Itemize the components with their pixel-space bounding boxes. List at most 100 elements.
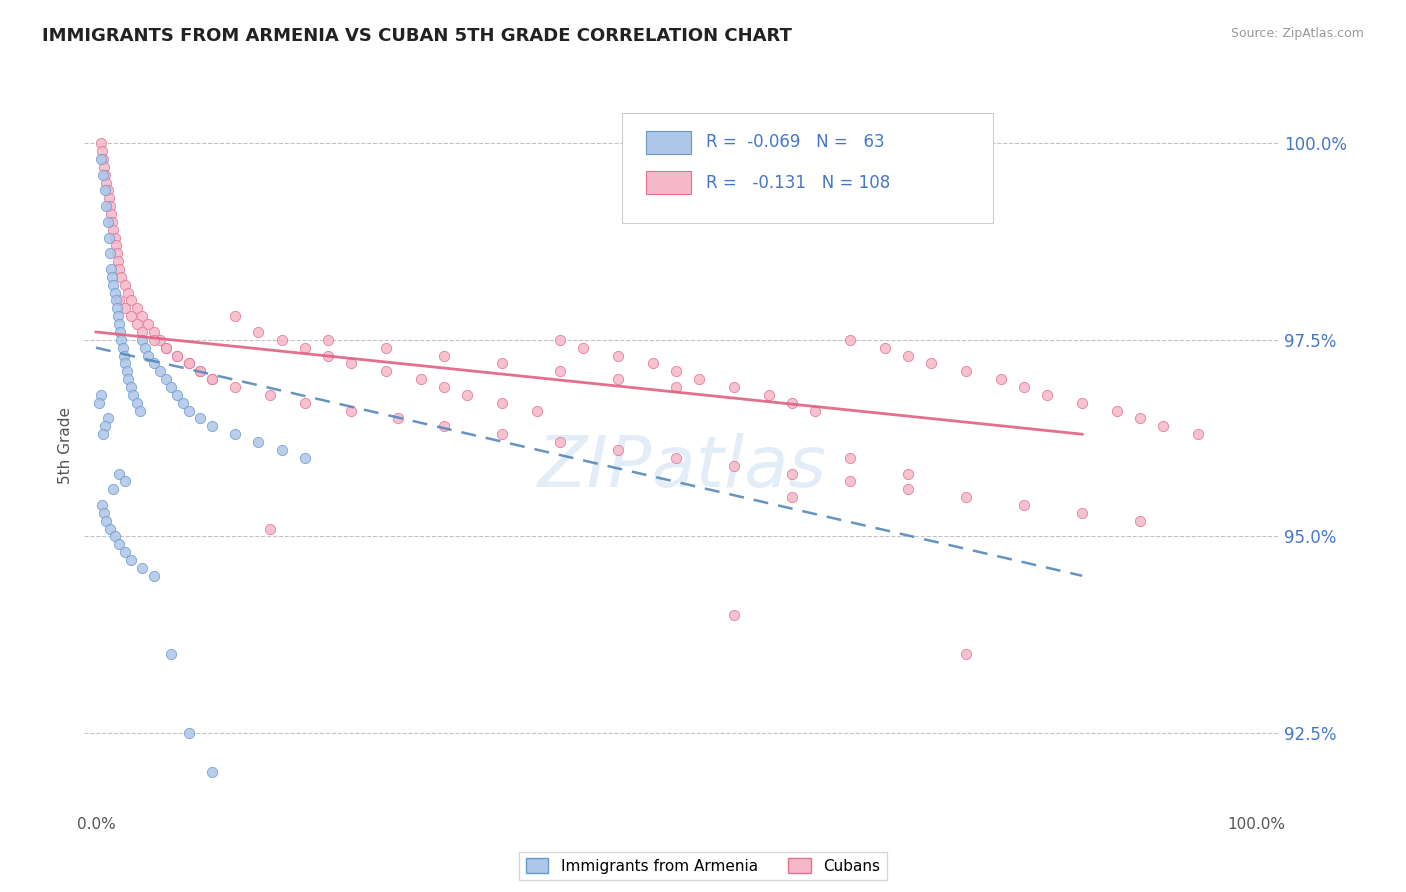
Point — [294, 450, 316, 465]
Point — [134, 341, 156, 355]
Text: R =  -0.069   N =   63: R = -0.069 N = 63 — [706, 134, 884, 152]
Point — [104, 293, 127, 308]
Point — [177, 356, 200, 370]
Point — [104, 238, 127, 252]
Point — [375, 341, 398, 355]
Point — [177, 356, 200, 370]
Point — [105, 246, 128, 260]
Point — [143, 356, 166, 370]
Point — [112, 349, 135, 363]
Point — [1105, 403, 1128, 417]
Point — [166, 349, 188, 363]
Point — [114, 475, 136, 489]
Point — [270, 442, 292, 457]
Point — [160, 648, 183, 662]
Point — [96, 176, 118, 190]
Point — [143, 333, 166, 347]
Point — [177, 403, 200, 417]
Point — [143, 325, 166, 339]
Point — [90, 136, 112, 151]
Point — [190, 411, 212, 425]
Legend: Immigrants from Armenia, Cubans: Immigrants from Armenia, Cubans — [519, 852, 887, 880]
Point — [955, 648, 977, 662]
Point — [247, 435, 270, 450]
Point — [177, 726, 200, 740]
Point — [224, 427, 246, 442]
Point — [107, 254, 129, 268]
Point — [270, 333, 292, 347]
Point — [572, 341, 595, 355]
Point — [120, 310, 142, 324]
Point — [955, 490, 977, 504]
Point — [224, 380, 246, 394]
Point — [780, 396, 803, 410]
Point — [108, 293, 131, 308]
Point — [110, 325, 132, 339]
Point — [839, 450, 862, 465]
Point — [340, 403, 363, 417]
Point — [131, 561, 153, 575]
Y-axis label: 5th Grade: 5th Grade — [58, 408, 73, 484]
Point — [1152, 419, 1174, 434]
Point — [90, 498, 112, 512]
Point — [804, 403, 827, 417]
Point — [190, 364, 212, 378]
Point — [990, 372, 1012, 386]
Point — [97, 191, 120, 205]
Point — [409, 372, 432, 386]
Point — [548, 435, 571, 450]
Point — [91, 427, 114, 442]
Text: Source: ZipAtlas.com: Source: ZipAtlas.com — [1230, 27, 1364, 40]
Point — [114, 277, 136, 292]
Point — [155, 341, 177, 355]
Point — [526, 403, 548, 417]
Point — [155, 372, 177, 386]
Point — [94, 419, 117, 434]
Point — [839, 475, 862, 489]
Point — [433, 380, 456, 394]
Point — [149, 333, 172, 347]
Point — [90, 144, 112, 158]
Point — [97, 215, 120, 229]
Point — [873, 341, 896, 355]
Point — [190, 364, 212, 378]
Point — [201, 372, 224, 386]
Point — [120, 380, 142, 394]
Point — [433, 419, 456, 434]
Point — [94, 168, 117, 182]
Point — [723, 608, 745, 623]
Point — [101, 215, 124, 229]
Point — [105, 301, 128, 316]
Point — [91, 152, 114, 166]
Point — [607, 372, 630, 386]
Point — [100, 207, 122, 221]
Point — [1071, 396, 1094, 410]
Point — [114, 545, 136, 559]
Point — [172, 396, 194, 410]
Point — [114, 301, 136, 316]
Point — [607, 349, 630, 363]
Point — [1187, 427, 1209, 442]
Point — [125, 317, 148, 331]
Point — [125, 301, 148, 316]
Point — [98, 246, 121, 260]
Point — [100, 262, 122, 277]
Point — [98, 199, 121, 213]
Point — [607, 442, 630, 457]
Point — [665, 364, 688, 378]
Point — [1012, 380, 1035, 394]
Point — [107, 310, 129, 324]
Text: ZIPatlas: ZIPatlas — [537, 434, 827, 502]
Point — [103, 285, 125, 300]
Point — [166, 349, 188, 363]
Point — [90, 388, 112, 402]
Point — [1129, 411, 1152, 425]
Point — [93, 160, 115, 174]
FancyBboxPatch shape — [647, 171, 692, 194]
Point — [120, 293, 142, 308]
Point — [120, 553, 142, 567]
Point — [129, 403, 152, 417]
Point — [201, 765, 224, 780]
Point — [131, 333, 153, 347]
Point — [111, 341, 134, 355]
